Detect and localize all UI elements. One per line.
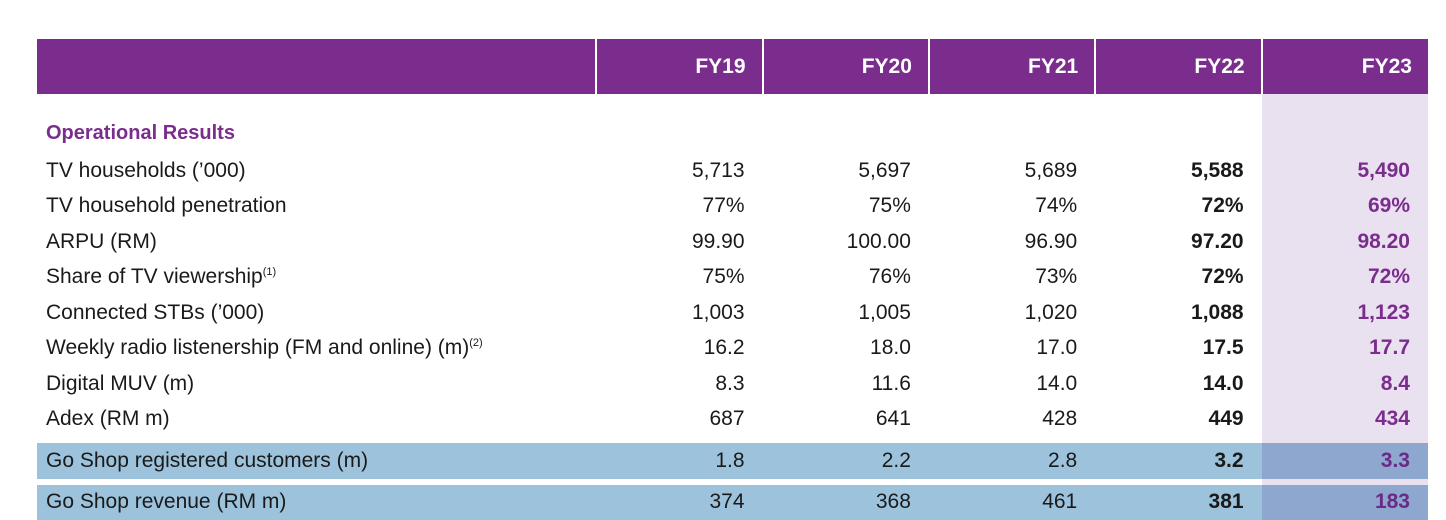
table-row: Weekly radio listenership (FM and online… [37, 331, 1428, 367]
value-cell-fy23: 17.7 [1262, 331, 1428, 367]
value-cell-fy20: 11.6 [763, 366, 929, 402]
row-label: Adex (RM m) [37, 402, 596, 441]
row-label-text: TV household penetration [46, 194, 287, 217]
value-cell-fy20: 100.00 [763, 224, 929, 260]
value-cell-fy19: 99.90 [596, 224, 762, 260]
row-label-text: Weekly radio listenership (FM and online… [46, 336, 469, 359]
value-cell-fy19: 1,003 [596, 295, 762, 331]
value-cell-fy19: 687 [596, 402, 762, 441]
value-cell-fy23: 69% [1262, 189, 1428, 225]
value-cell-fy21: 461 [929, 482, 1095, 520]
row-label: TV household penetration [37, 189, 596, 225]
row-label-text: Go Shop registered customers (m) [46, 449, 368, 472]
value-cell-fy22: 3.2 [1095, 440, 1261, 482]
value-cell-fy22: 97.20 [1095, 224, 1261, 260]
value-cell-fy22: 449 [1095, 402, 1261, 441]
value-cell-fy21: 14.0 [929, 366, 1095, 402]
value-cell-fy23: 183 [1262, 482, 1428, 520]
section-title: Operational Results [37, 94, 1428, 153]
row-label: ARPU (RM) [37, 224, 596, 260]
value-cell-fy22: 72% [1095, 260, 1261, 296]
value-cell-fy23: 3.3 [1262, 440, 1428, 482]
value-cell-fy22: 72% [1095, 189, 1261, 225]
value-cell-fy21: 73% [929, 260, 1095, 296]
value-cell-fy20: 368 [763, 482, 929, 520]
value-cell-fy20: 1,005 [763, 295, 929, 331]
value-cell-fy19: 5,713 [596, 153, 762, 189]
header-fy20: FY20 [763, 39, 929, 94]
value-cell-fy23: 98.20 [1262, 224, 1428, 260]
value-cell-fy23: 434 [1262, 402, 1428, 441]
value-cell-fy21: 1,020 [929, 295, 1095, 331]
value-cell-fy22: 17.5 [1095, 331, 1261, 367]
value-cell-fy19: 75% [596, 260, 762, 296]
footnote-marker: (1) [263, 266, 276, 278]
header-fy19: FY19 [596, 39, 762, 94]
value-cell-fy19: 77% [596, 189, 762, 225]
value-cell-fy19: 374 [596, 482, 762, 520]
value-cell-fy21: 5,689 [929, 153, 1095, 189]
footnote-marker: (2) [469, 337, 482, 349]
row-label: Weekly radio listenership (FM and online… [37, 331, 596, 367]
operational-results-table: FY19 FY20 FY21 FY22 FY23 Operational Res… [37, 39, 1428, 520]
table-header: FY19 FY20 FY21 FY22 FY23 [37, 39, 1428, 94]
value-cell-fy21: 428 [929, 402, 1095, 441]
value-cell-fy19: 16.2 [596, 331, 762, 367]
row-label-text: TV households (’000) [46, 159, 246, 182]
value-cell-fy19: 1.8 [596, 440, 762, 482]
table-row: Share of TV viewership(1)75%76%73%72%72% [37, 260, 1428, 296]
value-cell-fy22: 5,588 [1095, 153, 1261, 189]
value-cell-fy23: 72% [1262, 260, 1428, 296]
row-label: Share of TV viewership(1) [37, 260, 596, 296]
value-cell-fy23: 1,123 [1262, 295, 1428, 331]
row-label: Go Shop registered customers (m) [37, 440, 596, 482]
section-row: Operational Results [37, 94, 1428, 153]
row-label-text: Adex (RM m) [46, 407, 170, 430]
value-cell-fy20: 18.0 [763, 331, 929, 367]
value-cell-fy20: 5,697 [763, 153, 929, 189]
value-cell-fy21: 2.8 [929, 440, 1095, 482]
header-fy21: FY21 [929, 39, 1095, 94]
row-label-text: Connected STBs (’000) [46, 301, 264, 324]
value-cell-fy22: 381 [1095, 482, 1261, 520]
value-cell-fy21: 96.90 [929, 224, 1095, 260]
value-cell-fy21: 17.0 [929, 331, 1095, 367]
header-fy22: FY22 [1095, 39, 1261, 94]
row-label-text: Go Shop revenue (RM m) [46, 490, 286, 513]
value-cell-fy22: 1,088 [1095, 295, 1261, 331]
row-label-text: Share of TV viewership [46, 265, 263, 288]
row-label: Connected STBs (’000) [37, 295, 596, 331]
header-blank-cell [37, 39, 596, 94]
value-cell-fy21: 74% [929, 189, 1095, 225]
value-cell-fy19: 8.3 [596, 366, 762, 402]
table-body: Operational Results TV households (’000)… [37, 94, 1428, 520]
value-cell-fy20: 2.2 [763, 440, 929, 482]
table-row: TV household penetration 77%75%74%72%69% [37, 189, 1428, 225]
row-label-text: Digital MUV (m) [46, 372, 194, 395]
value-cell-fy22: 14.0 [1095, 366, 1261, 402]
row-label: Digital MUV (m) [37, 366, 596, 402]
row-label-text: ARPU (RM) [46, 230, 157, 253]
value-cell-fy20: 75% [763, 189, 929, 225]
value-cell-fy23: 5,490 [1262, 153, 1428, 189]
value-cell-fy20: 641 [763, 402, 929, 441]
value-cell-fy23: 8.4 [1262, 366, 1428, 402]
row-label: TV households (’000) [37, 153, 596, 189]
header-fy23: FY23 [1262, 39, 1428, 94]
row-label: Go Shop revenue (RM m) [37, 482, 596, 520]
value-cell-fy20: 76% [763, 260, 929, 296]
